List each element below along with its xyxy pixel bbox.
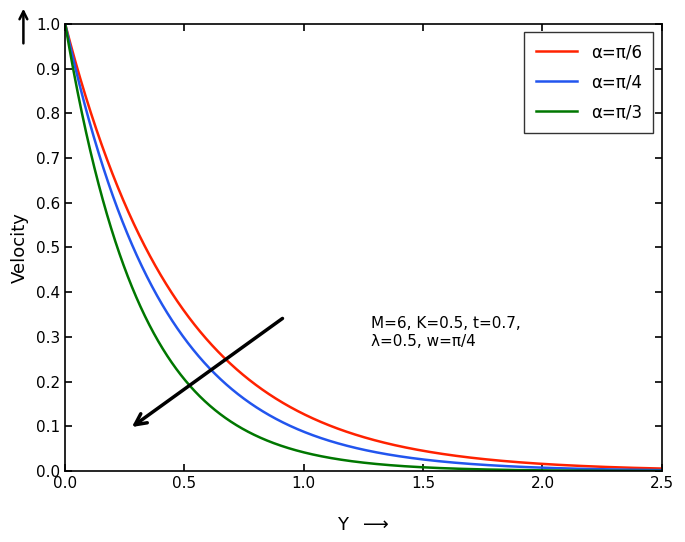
α=π/4	[61, 21, 69, 27]
α=π/6	[658, 466, 666, 472]
α=π/4	[658, 467, 666, 473]
α=π/4	[336, 441, 344, 447]
α=π/6	[61, 21, 69, 27]
α=π/3	[640, 468, 648, 474]
α=π/4	[351, 444, 360, 451]
α=π/3	[531, 467, 539, 474]
α=π/6	[336, 426, 344, 433]
α=π/3	[351, 459, 360, 465]
α=π/4	[640, 467, 648, 473]
Text: M=6, K=0.5, t=0.7,
λ=0.5, w=π/4: M=6, K=0.5, t=0.7, λ=0.5, w=π/4	[371, 317, 521, 349]
α=π/6	[351, 431, 360, 438]
Text: Y  $\longrightarrow$: Y $\longrightarrow$	[337, 516, 390, 534]
α=π/4	[92, 140, 100, 146]
Legend: α=π/6, α=π/4, α=π/3: α=π/6, α=π/4, α=π/3	[524, 32, 653, 133]
α=π/3	[336, 456, 344, 463]
α=π/6	[92, 124, 100, 131]
Line: α=π/6: α=π/6	[65, 24, 662, 469]
α=π/3	[92, 169, 100, 176]
α=π/4	[531, 464, 539, 470]
α=π/4	[640, 467, 649, 473]
α=π/6	[640, 465, 649, 472]
α=π/6	[531, 460, 539, 467]
Y-axis label: Velocity: Velocity	[11, 212, 29, 283]
Line: α=π/3: α=π/3	[65, 24, 662, 471]
Line: α=π/4: α=π/4	[65, 24, 662, 470]
α=π/3	[658, 468, 666, 474]
α=π/3	[61, 21, 69, 27]
α=π/3	[640, 468, 649, 474]
α=π/6	[640, 465, 648, 472]
